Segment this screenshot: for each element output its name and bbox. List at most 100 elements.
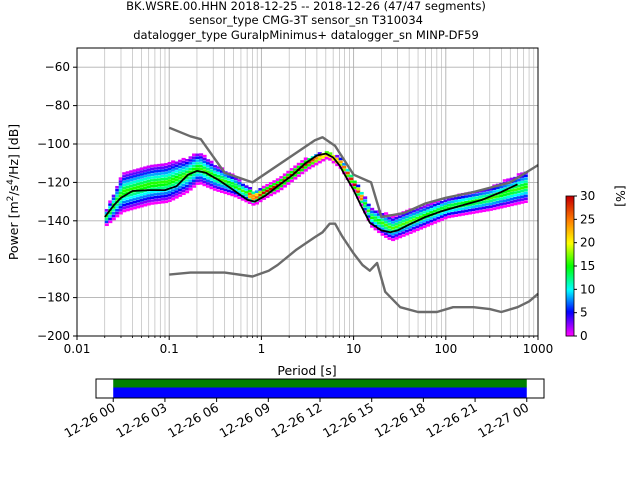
psd-cell	[324, 153, 329, 157]
psd-cell	[261, 191, 266, 195]
psd-cell	[171, 194, 176, 198]
psd-cell	[359, 197, 364, 201]
colorbar-segment	[566, 232, 574, 235]
psd-cell	[502, 187, 507, 191]
psd-cell	[251, 197, 256, 200]
psd-cell	[398, 232, 403, 236]
psd-cell	[129, 178, 134, 182]
colorbar-segment	[566, 290, 574, 293]
psd-cell	[230, 182, 235, 185]
colorbar-segment	[566, 264, 574, 267]
time-tick-label: 12-26 06	[165, 400, 221, 441]
psd-cell	[499, 205, 504, 209]
psd-cell	[446, 209, 451, 213]
psd-cell	[464, 198, 469, 201]
colorbar-segment	[566, 292, 574, 295]
psd-cell	[125, 177, 130, 180]
psd-cell	[143, 180, 148, 184]
psd-cell	[485, 208, 490, 212]
psd-cell	[359, 191, 364, 195]
psd-cell	[509, 177, 514, 181]
psd-cell	[164, 171, 169, 175]
colorbar-segment	[566, 220, 574, 223]
psd-cell	[237, 190, 242, 194]
psd-cell	[516, 184, 521, 188]
psd-cell	[513, 197, 518, 200]
colorbar-segment	[566, 314, 574, 317]
psd-cell	[178, 174, 183, 177]
psd-cell	[146, 171, 151, 174]
psd-cell	[125, 171, 130, 174]
psd-cell	[300, 160, 305, 163]
psd-cell	[370, 216, 375, 220]
psd-cell	[199, 164, 204, 168]
psd-cell	[181, 189, 186, 193]
colorbar-segment	[566, 246, 574, 249]
psd-cell	[143, 192, 148, 195]
psd-cell	[188, 182, 193, 185]
psd-cell	[118, 177, 123, 180]
psd-cell	[115, 188, 120, 192]
psd-cell	[289, 176, 294, 180]
psd-cell	[370, 213, 375, 217]
colorbar-segment	[566, 256, 574, 259]
colorbar-segment	[566, 224, 574, 227]
psd-cell	[481, 206, 486, 210]
psd-cell	[153, 164, 158, 167]
psd-cell	[219, 175, 225, 179]
psd-cell	[174, 170, 179, 173]
psd-cell	[143, 198, 148, 201]
psd-cell	[206, 167, 211, 171]
psd-cell	[167, 185, 172, 188]
psd-cell	[439, 215, 445, 218]
psd-cell	[398, 221, 403, 224]
psd-cell	[394, 231, 399, 234]
psd-cell	[174, 164, 179, 167]
psd-cell	[352, 180, 357, 184]
psd-cell	[446, 204, 451, 207]
psd-cell	[499, 200, 504, 203]
psd-cell	[160, 172, 165, 175]
psd-cell	[233, 183, 239, 186]
psd-cell	[244, 193, 249, 197]
psd-cell	[411, 209, 417, 213]
psd-cell	[366, 203, 371, 207]
psd-cell	[226, 186, 232, 190]
colorbar-segment	[566, 204, 574, 207]
psd-cell	[181, 192, 186, 196]
psd-cell	[411, 224, 417, 227]
psd-cell	[492, 204, 497, 208]
psd-cell	[146, 197, 151, 200]
plot-frame	[76, 47, 539, 337]
psd-cell	[167, 173, 172, 177]
psd-cell	[310, 161, 315, 165]
psd-cell	[118, 194, 123, 198]
psd-cell	[384, 223, 389, 227]
colorbar-segment	[566, 326, 574, 329]
psd-cell	[206, 162, 211, 165]
psd-cell	[139, 196, 144, 199]
psd-cell	[488, 205, 493, 208]
psd-cell	[499, 194, 504, 198]
psd-cell	[492, 187, 497, 190]
x-tick-label: 1000	[523, 342, 554, 356]
psd-cell	[226, 181, 232, 184]
psd-cell	[139, 201, 144, 205]
psd-cell	[380, 221, 385, 225]
psd-cell	[185, 179, 190, 182]
psd-cell	[317, 157, 322, 161]
psd-cell	[485, 205, 490, 209]
psd-cell	[178, 171, 183, 174]
psd-cell	[132, 175, 137, 178]
psd-cell	[303, 157, 308, 161]
psd-cell	[206, 170, 211, 174]
psd-cell	[115, 194, 120, 198]
psd-cell	[160, 198, 165, 201]
psd-cell	[467, 209, 472, 212]
psd-cell	[122, 201, 127, 204]
psd-cell	[356, 184, 361, 188]
psd-cell	[143, 177, 148, 181]
psd-cell	[394, 222, 399, 226]
psd-cell	[195, 165, 200, 168]
psd-cell	[303, 160, 308, 163]
